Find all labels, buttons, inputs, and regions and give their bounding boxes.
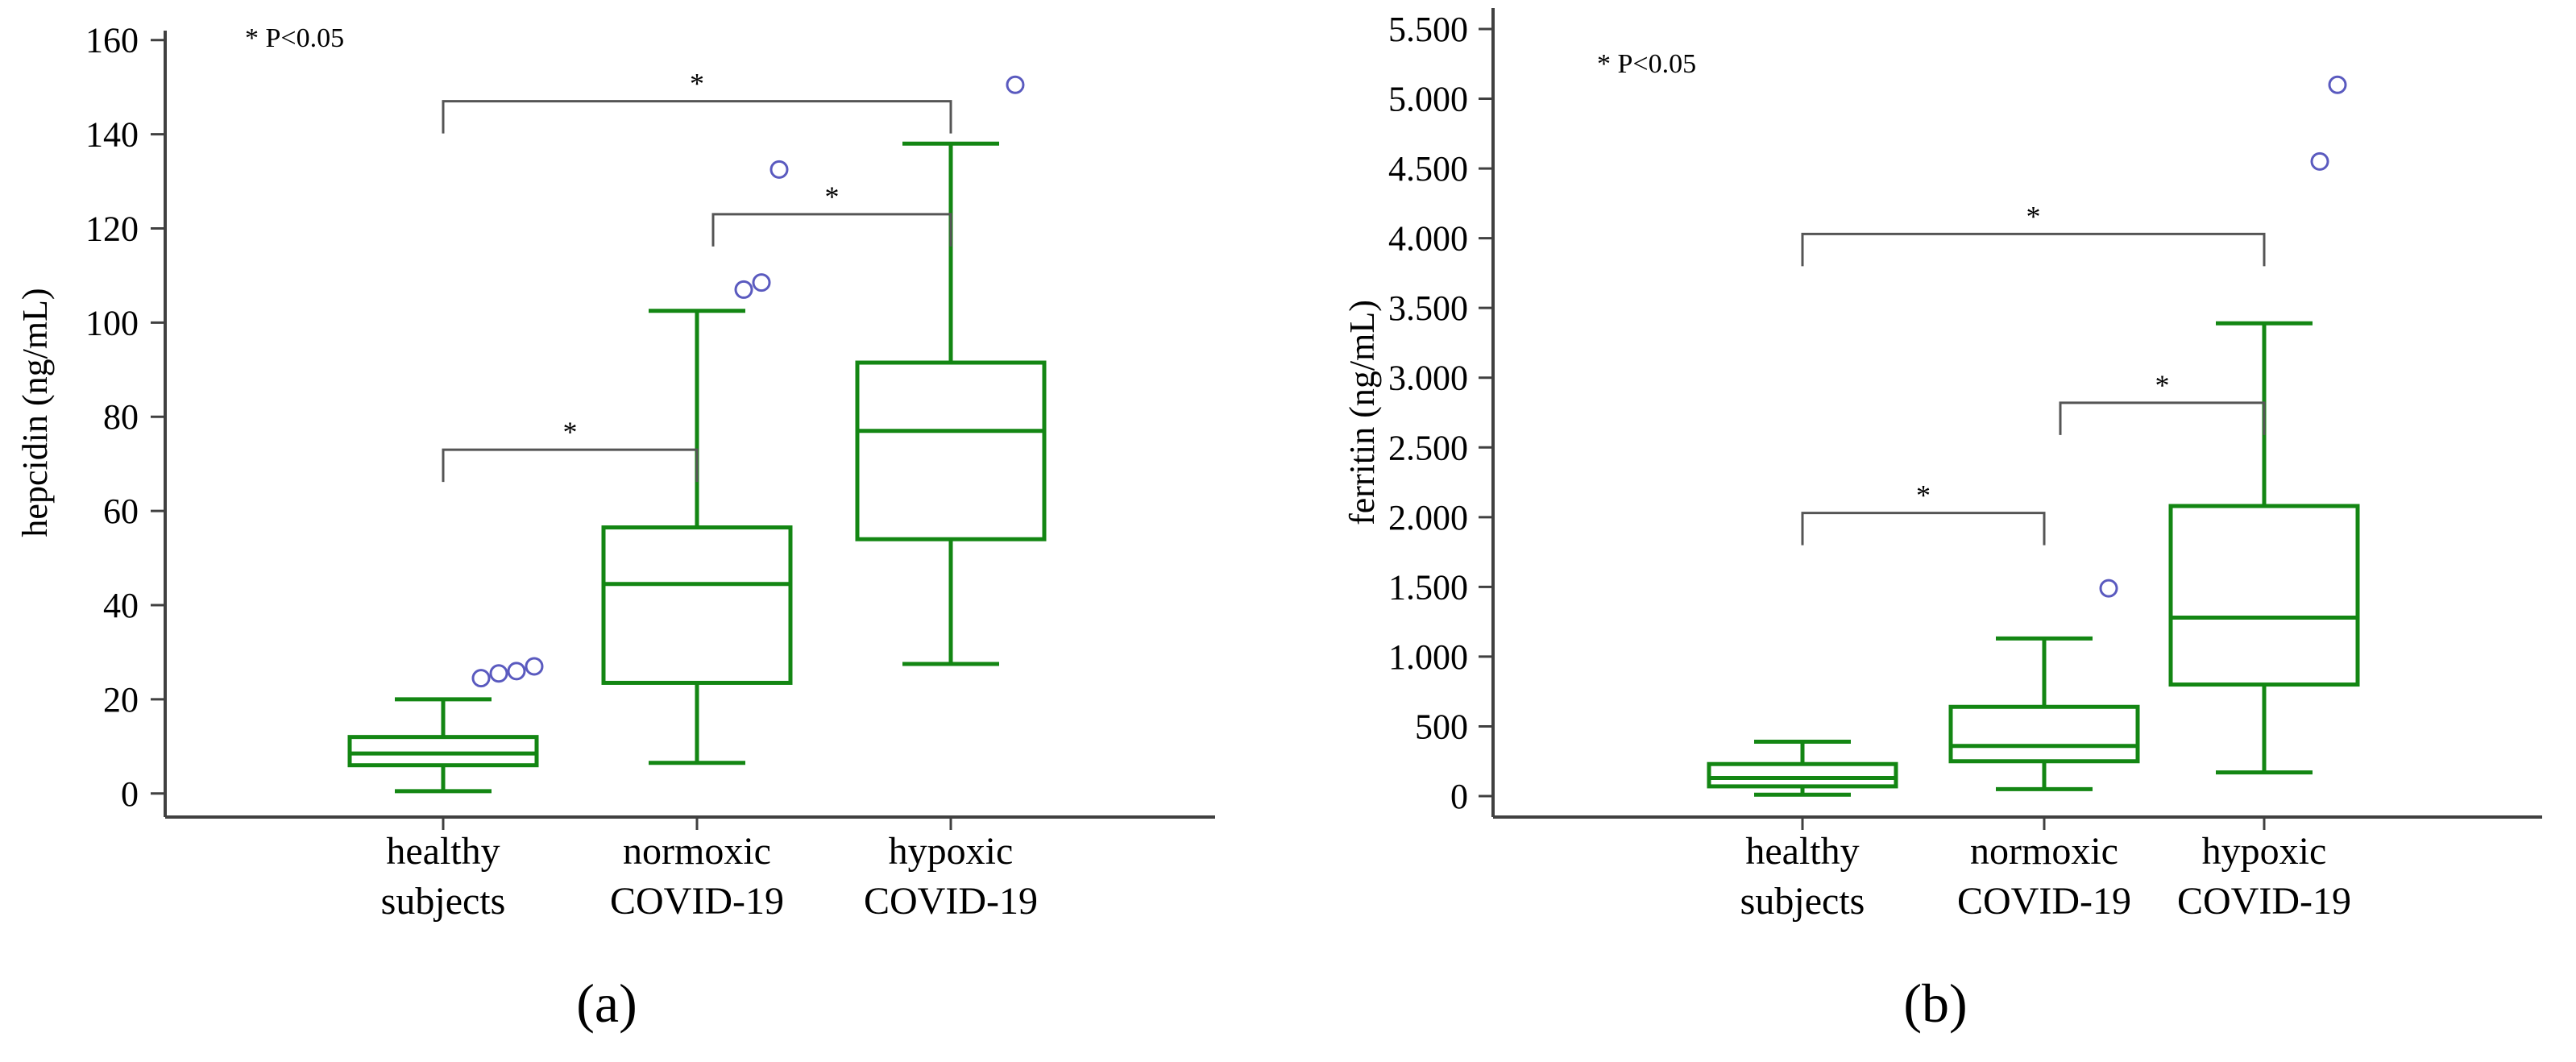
category-label: hypoxic (889, 830, 1014, 873)
iqr-box (1948, 704, 2140, 764)
significance-bracket (1801, 232, 2266, 267)
y-tick-label: 5.500 (1388, 10, 1468, 49)
outlier-point (752, 273, 771, 292)
y-tick-label: 0 (1450, 777, 1468, 816)
y-tick-label: 2.000 (1388, 498, 1468, 537)
outlier-point (1006, 75, 1025, 94)
outlier-point (525, 657, 544, 676)
y-tick-label: 80 (103, 397, 139, 437)
outlier-point (2328, 75, 2347, 94)
y-tick-label: 4.500 (1388, 149, 1468, 189)
panel-label: (b) (1903, 973, 1967, 1034)
iqr-box (2168, 504, 2360, 687)
y-tick-label: 20 (103, 680, 139, 720)
significance-star: * (1916, 479, 1931, 512)
category-label: COVID-19 (864, 880, 1038, 923)
outlier-point (2099, 579, 2118, 598)
category-label: healthy (386, 830, 500, 873)
outlier-point (2310, 151, 2329, 171)
y-tick-label: 3.500 (1388, 288, 1468, 328)
y-tick-label: 160 (85, 21, 139, 60)
significance-star: * (2026, 200, 2041, 232)
iqr-box (347, 735, 539, 768)
category-label: subjects (1740, 880, 1865, 923)
y-tick-label: 4.000 (1388, 219, 1468, 259)
iqr-box (601, 525, 793, 685)
y-tick-label: 60 (103, 492, 139, 531)
panel-a-hepcidin-chart: hepcidin (ng/mL) * P<0.05 0 20 40 60 80 100 12… (15, 21, 1215, 1034)
generated-marks: 0 20 40 60 80 100 120 140 160 healthy subjects norm… (85, 21, 1215, 923)
y-tick-label: 1.000 (1388, 637, 1468, 677)
category-label: subjects (381, 880, 506, 923)
outlier-point (769, 160, 789, 179)
y-tick-label: 100 (85, 303, 139, 342)
category-label: normoxic (1970, 830, 2118, 873)
y-tick-label: 1.500 (1388, 567, 1468, 607)
y-tick-label: 0 (121, 774, 139, 814)
panel-b-ferritin-chart: ferritin (ng/mL) * P<0.05 0 500 1.000 1.500… (1342, 8, 2542, 1034)
category-label: normoxic (623, 830, 771, 873)
generated-marks: 0 500 1.000 1.500 2.000 2.500 3.000 3.500 4.000 4… (1388, 8, 2542, 923)
iqr-box (1707, 761, 1898, 789)
significance-bracket (2059, 401, 2266, 435)
category-label: COVID-19 (1957, 880, 2131, 923)
significance-star: * (825, 180, 840, 213)
iqr-box (855, 360, 1047, 541)
category-label: COVID-19 (2177, 880, 2351, 923)
category-label: COVID-19 (610, 880, 784, 923)
outlier-point (507, 662, 526, 681)
significance-star: * (563, 416, 578, 448)
significance-note: * P<0.05 (245, 23, 344, 53)
outlier-point (489, 664, 508, 683)
y-tick-label: 140 (85, 115, 139, 155)
y-tick-label: 500 (1415, 707, 1468, 746)
outlier-point (471, 669, 491, 688)
significance-note: * P<0.05 (1597, 49, 1696, 79)
significance-bracket (711, 213, 952, 247)
y-axis-title: hepcidin (ng/mL) (15, 288, 55, 537)
y-tick-label: 3.000 (1388, 359, 1468, 398)
category-label: healthy (1745, 830, 1859, 873)
significance-star: * (2155, 369, 2170, 401)
y-tick-label: 2.500 (1388, 428, 1468, 467)
outlier-point (734, 280, 753, 299)
y-tick-label: 120 (85, 209, 139, 248)
y-axis-title: ferritin (ng/mL) (1342, 300, 1382, 525)
significance-bracket (442, 100, 952, 134)
panel-label: (a) (576, 973, 637, 1034)
significance-bracket (442, 448, 699, 483)
significance-star: * (690, 68, 704, 100)
y-tick-label: 40 (103, 586, 139, 625)
significance-bracket (1801, 512, 2046, 546)
y-tick-label: 5.000 (1388, 80, 1468, 119)
category-label: hypoxic (2202, 830, 2327, 873)
